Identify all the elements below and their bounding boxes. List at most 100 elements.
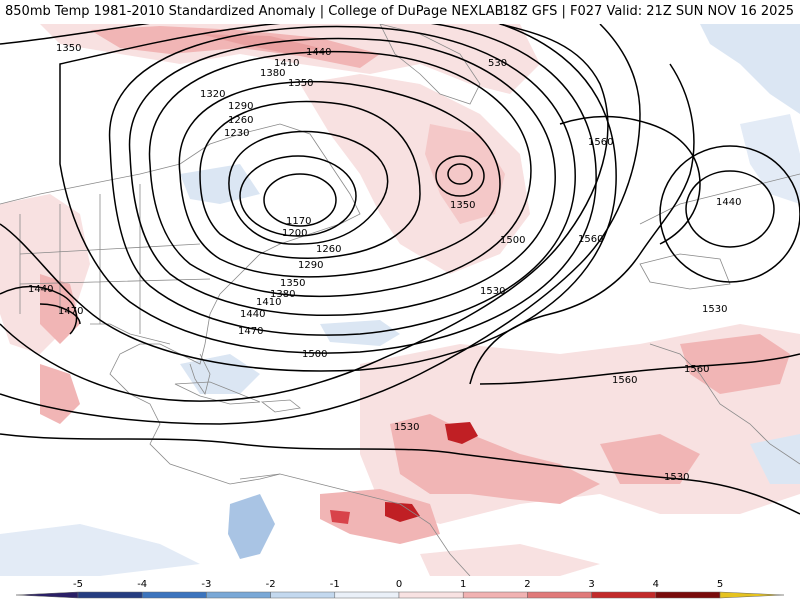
- contour-label: 1350: [288, 78, 313, 89]
- legend-swatch: [462, 591, 528, 599]
- anomaly-cool-east: [740, 114, 800, 204]
- anomaly-warm-east2: [600, 434, 700, 484]
- contour-1350-closed: [435, 155, 485, 197]
- contour-label: 1530: [394, 422, 419, 433]
- contour-label: 1560: [684, 364, 709, 375]
- iberia: [639, 253, 731, 290]
- contour-1470: [0, 24, 617, 372]
- legend-tick-label: -1: [330, 579, 340, 590]
- anomaly-cool-canada: [180, 164, 260, 204]
- contour-label: 1290: [228, 101, 253, 112]
- anomaly-cool-gulf: [320, 320, 400, 346]
- contour-1410: [108, 25, 576, 336]
- contour-1560-east: [559, 115, 701, 245]
- contour-1530: [0, 24, 641, 425]
- anomaly-warm-guiana: [320, 489, 440, 544]
- anomaly-warm-guiana-max2: [330, 510, 350, 524]
- legend-ticks: -5 -4 -3 -2 -1 0 1 2 3 4 5: [73, 579, 723, 590]
- contour-1320-closed: [447, 163, 473, 185]
- contour-1200: [239, 155, 357, 237]
- legend-tick-label: -5: [73, 579, 83, 590]
- legend-swatch: [15, 591, 79, 599]
- anomaly-cool-se: [750, 434, 800, 484]
- anomaly-warm-mexico: [40, 364, 80, 424]
- us-states-grid: [19, 184, 211, 334]
- contour-1440-closed: [685, 170, 775, 248]
- florida: [189, 353, 211, 395]
- legend-swatch: [527, 591, 592, 599]
- contour-1500-closed: [659, 145, 800, 283]
- contour-label: 1530: [480, 286, 505, 297]
- contour-1530-south: [0, 433, 800, 515]
- contour-labels: 1350 1440 1410 1380 1350 530 1320 1290 1…: [28, 43, 741, 483]
- anomaly-warm-north-core: [90, 26, 380, 68]
- product-title: 850mb Temp 1981-2010 Standardized Anomal…: [5, 4, 504, 19]
- anomaly-warm-west: [0, 194, 90, 354]
- anomaly-warm-bottom: [420, 544, 600, 576]
- anomaly-warm-guiana-max: [385, 502, 420, 522]
- contour-label: 1440: [716, 197, 741, 208]
- contour-label: 1410: [256, 297, 281, 308]
- legend-tick-label: -2: [266, 579, 276, 590]
- contour-label: 1560: [588, 137, 613, 148]
- legend-tick-label: 2: [524, 579, 530, 590]
- legend-swatch: [719, 591, 785, 599]
- contour-1170: [263, 173, 337, 227]
- contour-1470-west: [39, 303, 81, 325]
- contour-label: 1560: [612, 375, 637, 386]
- contour-label: 1260: [228, 115, 253, 126]
- legend-swatch: [77, 591, 143, 599]
- contour-label: 1350: [450, 200, 475, 211]
- south-america-coast: [239, 473, 471, 576]
- contour-label: 1170: [286, 216, 311, 227]
- contour-1290: [178, 80, 501, 278]
- contour-label: 1200: [282, 228, 307, 239]
- legend-swatch: [270, 591, 336, 599]
- contour-label: 1350: [56, 43, 81, 54]
- legend-swatch: [655, 591, 721, 599]
- coastlines: [0, 24, 800, 576]
- contour-1380: [128, 37, 556, 316]
- contour-1350: [148, 50, 532, 298]
- hispaniola: [260, 399, 301, 413]
- contour-1440: [59, 24, 597, 354]
- contour-label: 1470: [58, 306, 83, 317]
- model-run-info: 18Z GFS | F027 Valid: 21Z SUN NOV 16 202…: [502, 4, 794, 19]
- legend-swatch: [398, 591, 464, 599]
- contour-1260: [199, 100, 421, 259]
- contour-label: 1230: [224, 128, 249, 139]
- legend-tick-label: 5: [717, 579, 723, 590]
- contour-1230: [228, 130, 389, 245]
- title-bar: 850mb Temp 1981-2010 Standardized Anomal…: [0, 0, 800, 24]
- legend-swatch: [206, 591, 271, 599]
- contour-label: 530: [488, 58, 507, 69]
- anomaly-shading: [0, 24, 800, 576]
- anomaly-warm-trough: [300, 74, 530, 274]
- anomaly-cool-bottom: [0, 524, 200, 576]
- contour-label: 1500: [302, 349, 327, 360]
- africa-coast: [649, 343, 800, 465]
- legend-tick-label: 1: [460, 579, 466, 590]
- legend-swatch: [334, 591, 400, 599]
- legend-swatch: [591, 591, 657, 599]
- greenland: [379, 24, 481, 105]
- contour-label: 1320: [200, 89, 225, 100]
- anomaly-cool-sa: [228, 494, 275, 559]
- contour-label: 1350: [280, 278, 305, 289]
- contour-1560: [469, 63, 695, 385]
- legend-tick-label: 4: [653, 579, 659, 590]
- cuba: [174, 381, 261, 405]
- contour-1530-west: [0, 285, 78, 335]
- legend-tick-label: 3: [588, 579, 594, 590]
- gulf-coast: [90, 323, 171, 345]
- map-panel: 1350 1440 1410 1380 1350 530 1320 1290 1…: [0, 24, 800, 576]
- contour-label: 1560: [578, 234, 603, 245]
- contour-label: 1470: [238, 326, 263, 337]
- anomaly-legend: -5 -4 -3 -2 -1 0 1 2 3 4 5: [0, 576, 800, 600]
- contour-1500: [0, 24, 609, 402]
- contour-label: 1440: [306, 47, 331, 58]
- contour-label: 1410: [274, 58, 299, 69]
- contour-1560-south: [479, 353, 800, 385]
- contour-label: 1530: [664, 472, 689, 483]
